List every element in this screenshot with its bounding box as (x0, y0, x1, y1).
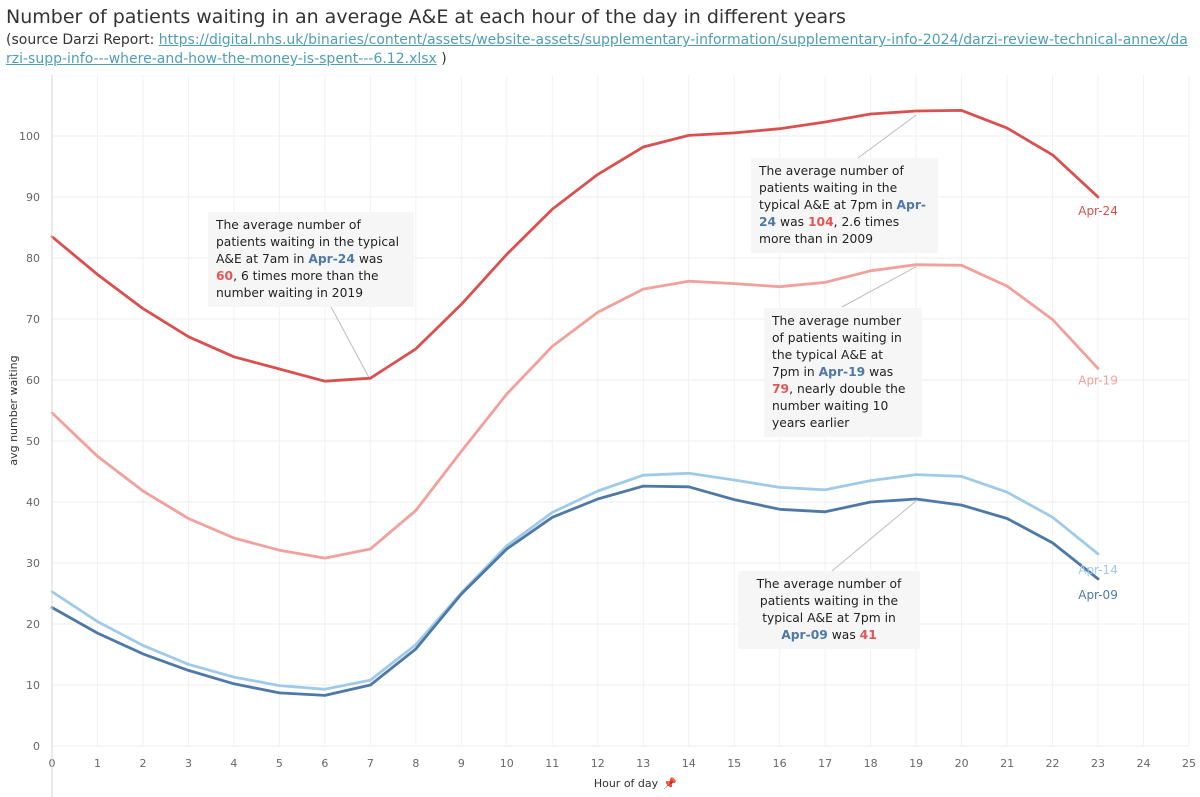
x-tick-label: 6 (321, 757, 328, 770)
x-tick-label: 12 (591, 757, 605, 770)
source-note: (source Darzi Report: https://digital.nh… (6, 31, 1191, 69)
annotation-post: , 6 times more than the number waiting i… (216, 269, 379, 300)
annotation-value: 41 (859, 628, 877, 642)
x-tick-label: 8 (412, 757, 419, 770)
x-tick-label: 5 (276, 757, 283, 770)
series-end-labels: Apr-24 Apr-19 Apr-14 Apr-09 (1078, 204, 1118, 602)
annotation-leader (841, 266, 917, 308)
y-tick-label: 20 (26, 618, 40, 631)
chart-title: Number of patients waiting in an average… (6, 6, 846, 28)
x-axis-title: Hour of day (594, 777, 659, 790)
y-axis-title: avg number waiting (7, 355, 20, 465)
series-line-apr-24 (50, 109, 1100, 383)
series-end-label: Apr-09 (1078, 588, 1118, 602)
y-tick-label: 90 (26, 191, 40, 204)
series-end-label: Apr-14 (1078, 563, 1118, 577)
annotation-7pm-apr09: The average number of patients waiting i… (738, 571, 920, 649)
x-tick-label: 3 (185, 757, 192, 770)
x-tick-label: 2 (139, 757, 146, 770)
annotation-leader (857, 114, 917, 159)
annotation-pre: The average number of patients waiting i… (759, 164, 904, 212)
x-tick-label: 14 (682, 757, 696, 770)
annotation-pre: The average number of patients waiting i… (772, 314, 902, 379)
annotation-mid: was (354, 252, 383, 266)
pin-icon[interactable]: 📌 (663, 776, 677, 790)
y-tick-label: 70 (26, 313, 40, 326)
source-suffix: ) (436, 51, 447, 67)
y-tick-label: 0 (33, 740, 40, 753)
y-tick-label: 100 (19, 130, 40, 143)
annotation-7am-apr24: The average number of patients waiting i… (208, 212, 414, 307)
annotation-mid: was (865, 365, 894, 379)
annotation-series: Apr-19 (818, 365, 866, 379)
x-tick-label: 4 (230, 757, 237, 770)
series-end-label: Apr-24 (1078, 204, 1118, 218)
series-line-apr-19 (50, 263, 1100, 560)
annotation-post: , nearly double the number waiting 10 ye… (772, 382, 906, 430)
annotation-series: Apr-09 (781, 628, 828, 642)
annotation-pre: The average number of patients waiting i… (216, 218, 400, 266)
x-tick-label: 22 (1046, 757, 1060, 770)
source-link[interactable]: https://digital.nhs.uk/binaries/content/… (6, 32, 1188, 67)
x-tick-label: 9 (458, 757, 465, 770)
y-tick-label: 50 (26, 435, 40, 448)
x-tick-label: 7 (367, 757, 374, 770)
annotation-mid: was (776, 215, 808, 229)
y-tick-label: 30 (26, 557, 40, 570)
x-tick-label: 1 (94, 757, 101, 770)
annotation-7pm-apr24: The average number of patients waiting i… (751, 158, 938, 253)
x-tick-label: 19 (909, 757, 923, 770)
series-line-apr-14 (50, 471, 1100, 691)
x-tick-label: 10 (500, 757, 514, 770)
gridlines (51, 75, 1190, 747)
annotation-value: 104 (807, 215, 834, 229)
x-axis-ticks: 0123456789101112131415161718192021222324… (49, 757, 1197, 770)
annotation-series: Apr-24 (308, 252, 355, 266)
y-tick-label: 80 (26, 252, 40, 265)
x-tick-label: 21 (1000, 757, 1014, 770)
x-tick-label: 24 (1137, 757, 1151, 770)
series-line-apr-09 (50, 484, 1100, 697)
annotation-post: , 2.6 times more than in 2009 (759, 215, 900, 246)
annotation-pre: The average number of patients waiting i… (756, 577, 902, 625)
x-tick-label: 23 (1091, 757, 1105, 770)
x-tick-label: 25 (1182, 757, 1196, 770)
series-end-label: Apr-19 (1078, 373, 1118, 387)
annotation-series: Apr-24 (759, 198, 927, 229)
annotation-leader (831, 500, 917, 572)
annotation-value: 60 (216, 269, 234, 283)
y-tick-label: 10 (26, 679, 40, 692)
annotation-7pm-apr19: The average number of patients waiting i… (764, 308, 922, 437)
annotation-mid: was (827, 628, 860, 642)
y-tick-label: 40 (26, 496, 40, 509)
annotation-leaders (321, 114, 917, 572)
x-tick-label: 18 (864, 757, 878, 770)
x-tick-label: 13 (636, 757, 650, 770)
source-prefix: (source Darzi Report: (6, 32, 159, 48)
x-tick-label: 11 (545, 757, 559, 770)
x-tick-label: 17 (818, 757, 832, 770)
y-tick-label: 60 (26, 374, 40, 387)
x-tick-label: 15 (727, 757, 741, 770)
annotation-value: 79 (772, 382, 790, 396)
y-axis-ticks: 0 10 20 30 40 50 60 70 80 90 100 (19, 130, 40, 753)
x-tick-label: 20 (955, 757, 969, 770)
series-lines (50, 109, 1100, 697)
x-tick-label: 16 (773, 757, 787, 770)
